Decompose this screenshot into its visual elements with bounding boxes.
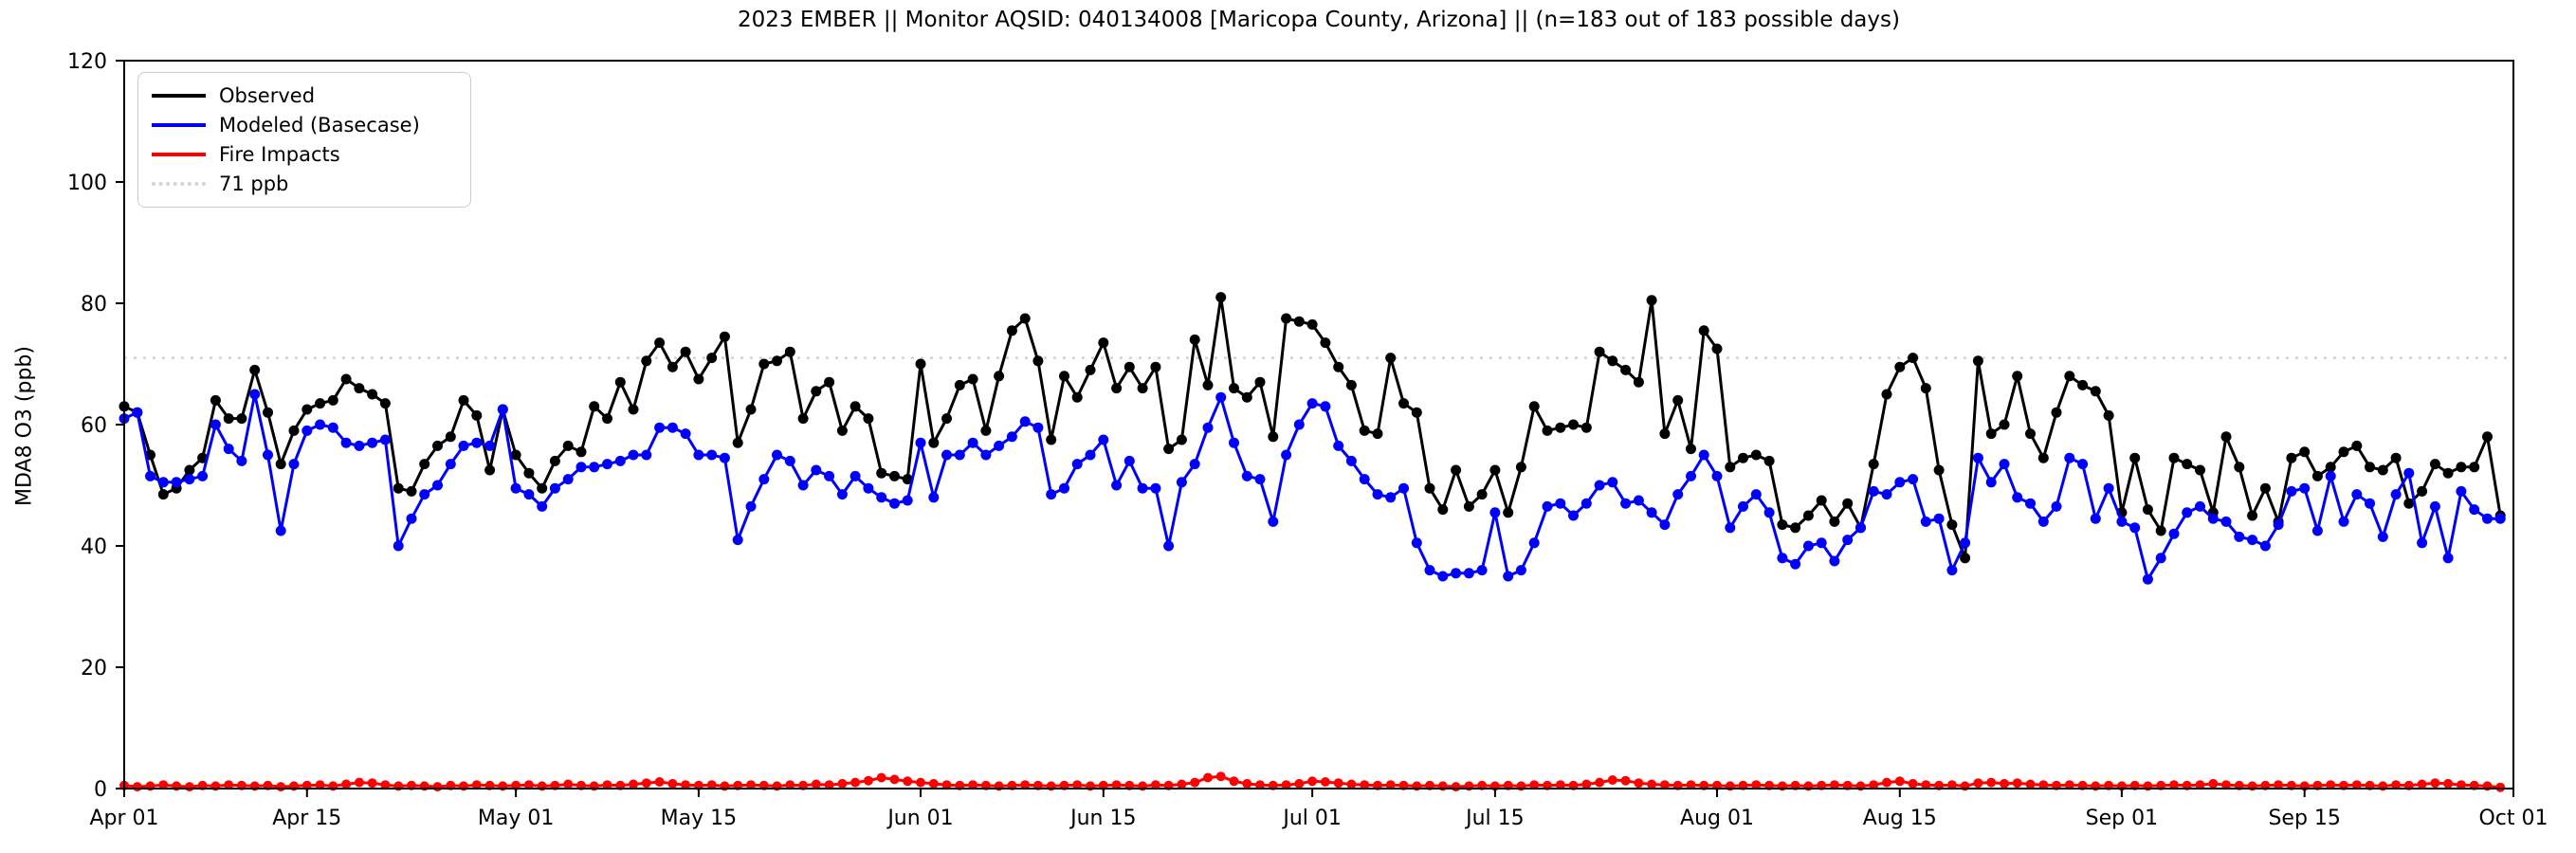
x-tick-label: Sep 01 — [2086, 807, 2158, 830]
x-tick-label: Apr 15 — [272, 807, 341, 830]
modeled-line-swatch-icon — [152, 123, 206, 127]
x-tick-label: Jun 01 — [886, 807, 953, 830]
series-modeled-basecase- — [119, 389, 2506, 585]
fire-line-swatch-icon — [152, 153, 206, 156]
x-tick-label: Jun 15 — [1069, 807, 1136, 830]
legend-label-fire: Fire Impacts — [219, 143, 340, 166]
y-tick-label: 0 — [94, 778, 107, 802]
legend-item-observed: Observed — [152, 84, 457, 107]
legend: Observed Modeled (Basecase) Fire Impacts… — [137, 72, 471, 208]
x-tick-label: Apr 01 — [89, 807, 158, 830]
x-tick-label: Oct 01 — [2478, 807, 2548, 830]
y-tick-label: 40 — [81, 535, 107, 559]
y-tick-label: 60 — [81, 414, 107, 438]
x-tick-label: Jul 01 — [1281, 807, 1342, 830]
threshold-line-swatch-icon — [152, 182, 206, 186]
y-tick-label: 20 — [81, 657, 107, 681]
series-observed — [119, 292, 2506, 564]
axes-box — [123, 60, 2514, 789]
legend-item-modeled: Modeled (Basecase) — [152, 114, 457, 136]
y-tick-label: 100 — [67, 172, 107, 195]
x-tick-label: May 01 — [478, 807, 554, 830]
observed-line-swatch-icon — [152, 94, 206, 98]
x-tick-label: May 15 — [661, 807, 737, 830]
legend-label-observed: Observed — [219, 84, 316, 107]
legend-label-modeled: Modeled (Basecase) — [219, 114, 420, 136]
y-tick-label: 80 — [81, 293, 107, 317]
legend-item-threshold: 71 ppb — [152, 172, 457, 195]
x-tick-label: Aug 01 — [1680, 807, 1754, 830]
legend-label-threshold: 71 ppb — [219, 172, 289, 195]
legend-item-fire: Fire Impacts — [152, 143, 457, 166]
x-tick-label: Jul 15 — [1464, 807, 1525, 830]
chart-title: 2023 EMBER || Monitor AQSID: 040134008 [… — [738, 8, 1900, 32]
x-tick-label: Sep 15 — [2268, 807, 2340, 830]
x-tick-label: Aug 15 — [1863, 807, 1937, 830]
y-tick-label: 120 — [67, 50, 107, 74]
